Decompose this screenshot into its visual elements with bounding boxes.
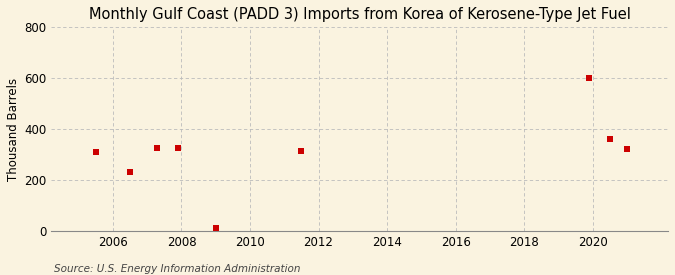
Point [622,147,632,152]
Point [211,226,221,230]
Point [152,146,163,150]
Title: Monthly Gulf Coast (PADD 3) Imports from Korea of Kerosene-Type Jet Fuel: Monthly Gulf Coast (PADD 3) Imports from… [88,7,630,22]
Point [173,146,184,150]
Y-axis label: Thousand Barrels: Thousand Barrels [7,78,20,181]
Text: Source: U.S. Energy Information Administration: Source: U.S. Energy Information Administ… [54,264,300,274]
Point [604,137,615,142]
Point [125,170,136,175]
Point [90,150,101,154]
Point [296,148,306,153]
Point [584,76,595,80]
